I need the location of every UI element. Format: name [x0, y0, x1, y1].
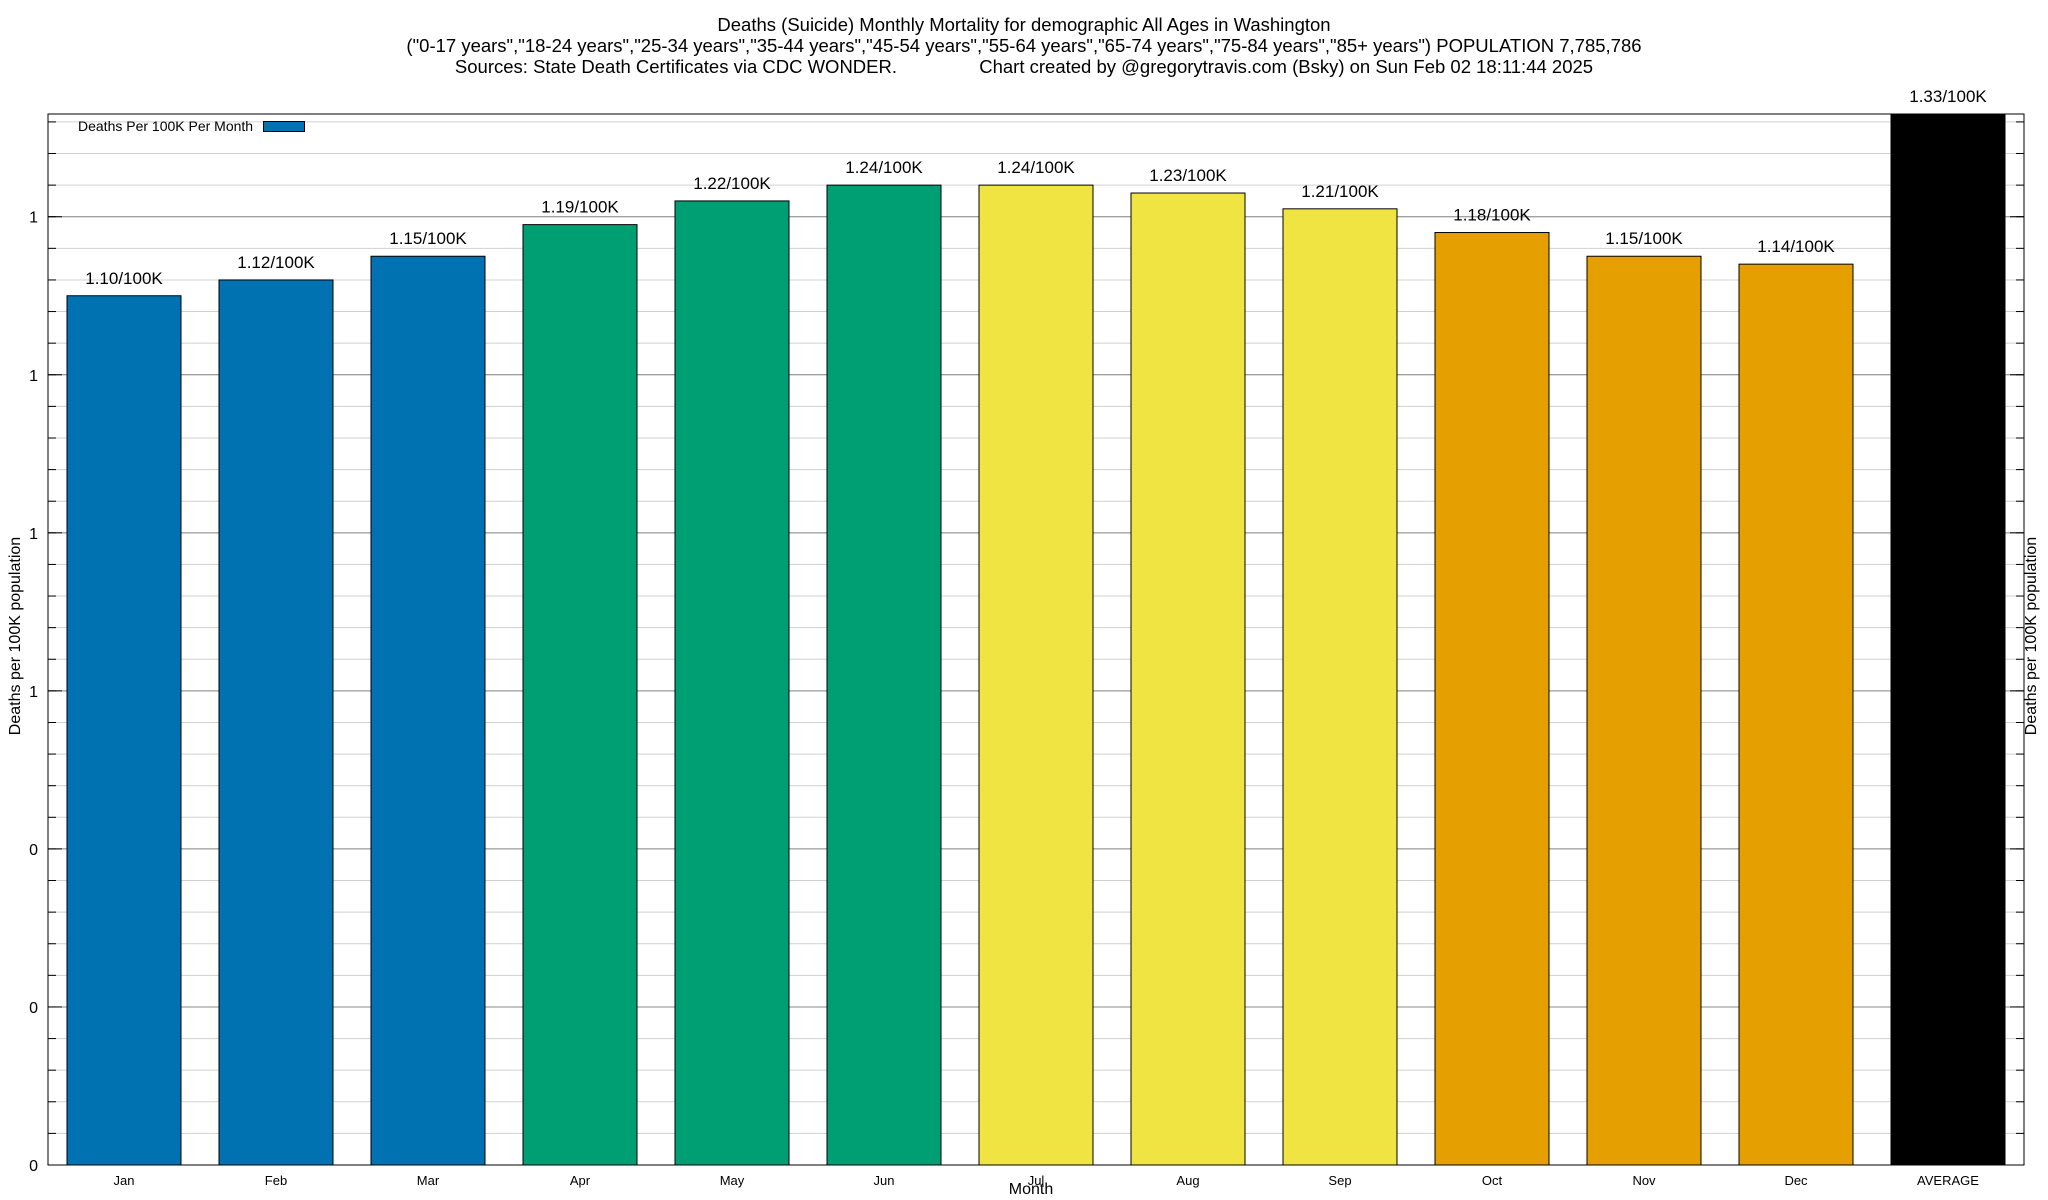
x-axis-label: Month — [1008, 1181, 1054, 1198]
data-label: 1.24/100K — [997, 158, 1075, 177]
y-tick-label: 1 — [29, 368, 38, 385]
x-tick-label: Sep — [1328, 1173, 1351, 1188]
x-tick-label: Jun — [874, 1173, 895, 1188]
legend-label: Deaths Per 100K Per Month — [78, 118, 254, 134]
data-label: 1.12/100K — [237, 253, 315, 272]
y-tick-label: 0 — [29, 842, 38, 859]
bar-may — [674, 200, 790, 1166]
y-tick-label: 0 — [29, 1158, 38, 1175]
data-label: 1.21/100K — [1301, 182, 1379, 201]
bar-jan — [66, 295, 182, 1166]
x-tick-label: Apr — [570, 1173, 591, 1188]
x-tick-label: Mar — [417, 1173, 440, 1188]
plot-area-border — [47, 113, 2025, 1166]
data-label: 1.19/100K — [541, 198, 619, 217]
chart-title: Deaths (Suicide) Monthly Mortality for d… — [717, 14, 1331, 35]
x-tick-label: Oct — [1482, 1173, 1503, 1188]
axis-ticks: 0 0 0 1 1 1 1 — [29, 121, 2024, 1175]
x-tick-label: May — [720, 1173, 745, 1188]
chart-source-line: Sources: State Death Certificates via CD… — [454, 56, 1594, 77]
x-tick-label: Nov — [1632, 1173, 1656, 1188]
chart-subtitle: ("0-17 years","18-24 years","25-34 years… — [406, 35, 1642, 56]
bar-sep — [1282, 208, 1398, 1166]
x-tick-label: AVERAGE — [1917, 1173, 1979, 1188]
y-axis-label: Deaths per 100K population — [7, 536, 24, 736]
y-tick-label: 0 — [29, 1000, 38, 1017]
data-label: 1.22/100K — [693, 174, 771, 193]
bar-jul — [978, 184, 1094, 1166]
bar-feb — [218, 279, 334, 1166]
legend: Deaths Per 100K Per Month — [78, 118, 306, 134]
bar-apr — [522, 224, 638, 1166]
chart-title-block: Deaths (Suicide) Monthly Mortality for d… — [0, 14, 2048, 77]
data-label: 1.15/100K — [389, 229, 467, 248]
data-label: 1.14/100K — [1757, 237, 1835, 256]
bar-nov — [1586, 255, 1702, 1166]
bar-oct — [1434, 232, 1550, 1166]
data-labels: Jan 1.10/100K Feb 1.12/100K Mar 1.15/100K Apr 1… — [85, 87, 1987, 1188]
x-tick-label: Aug — [1176, 1173, 1199, 1188]
data-label: 1.18/100K — [1453, 206, 1531, 225]
x-tick-label: Jul — [1028, 1173, 1045, 1188]
data-label: 1.23/100K — [1149, 166, 1227, 185]
bar-dec — [1738, 263, 1854, 1166]
data-label: 1.24/100K — [845, 158, 923, 177]
bars — [66, 113, 2006, 1166]
data-label: 1.33/100K — [1909, 87, 1987, 106]
y-tick-label: 1 — [29, 210, 38, 227]
data-label: 1.15/100K — [1605, 229, 1683, 248]
y2-axis-label: Deaths per 100K population — [2023, 536, 2040, 736]
x-tick-label: Jan — [114, 1173, 135, 1188]
legend-swatch — [263, 120, 306, 132]
bar-average — [1890, 113, 2006, 1166]
data-label: 1.10/100K — [85, 269, 163, 288]
x-tick-label: Dec — [1784, 1173, 1808, 1188]
bar-jun — [826, 184, 942, 1166]
bar-mar — [370, 255, 486, 1166]
y-tick-label: 1 — [29, 684, 38, 701]
x-tick-label: Feb — [265, 1173, 287, 1188]
bar-aug — [1130, 192, 1246, 1166]
plot-frame — [47, 113, 2025, 1166]
y-tick-label: 1 — [29, 526, 38, 543]
